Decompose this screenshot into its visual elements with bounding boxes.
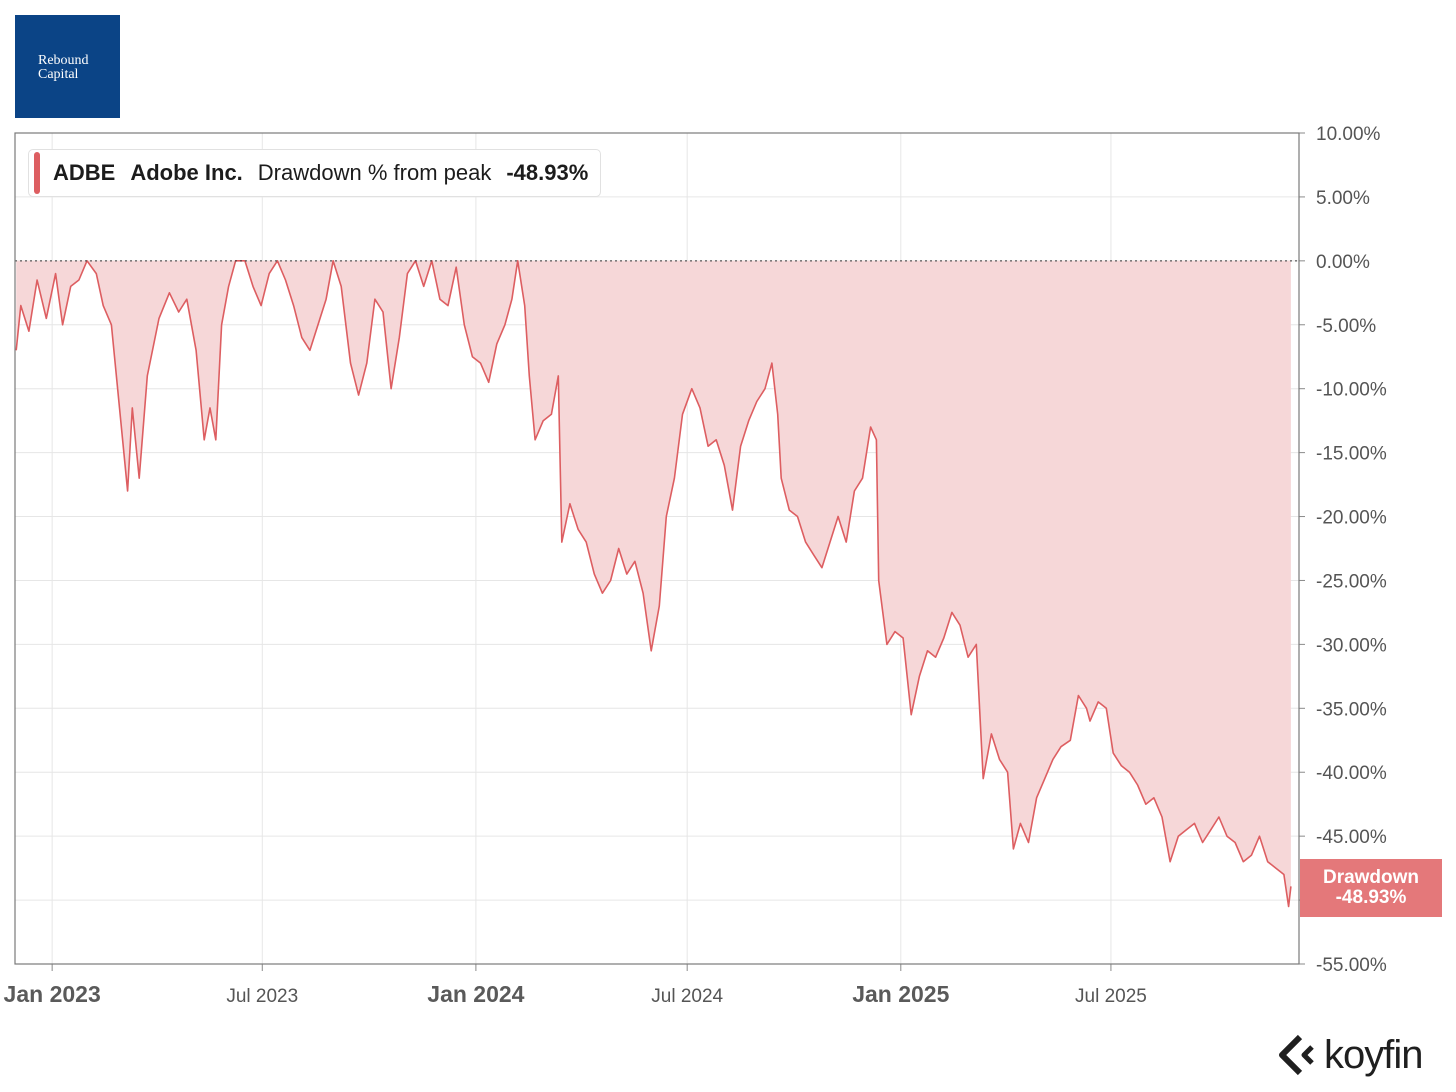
chart-legend: ADBE Adobe Inc. Drawdown % from peak -48… [28,149,602,197]
legend-ticker: ADBE [53,160,116,185]
drawdown-line [15,260,1292,908]
legend-color-swatch [34,152,40,194]
y-tick-label: -25.00% [1316,571,1387,592]
logo-line-2: Capital [38,67,79,82]
x-tick-label: Jul 2023 [226,986,298,1007]
drawdown-area [16,260,1291,907]
x-tick-label: Jul 2025 [1075,986,1147,1007]
koyfin-brand: koyfin [1276,1031,1423,1079]
legend-metric: Drawdown % from peak [257,160,492,185]
last-value-label: Drawdown -48.93% [1300,859,1442,917]
y-tick-label: -20.00% [1316,508,1387,529]
y-tick-label: -15.00% [1316,444,1387,465]
x-tick-label: Jan 2023 [4,981,101,1007]
last-value-title: Drawdown [1322,867,1420,888]
x-tick-label: Jan 2025 [852,981,949,1007]
plot-frame [14,132,1300,965]
koyfin-wordmark: koyfin [1324,1032,1423,1077]
y-tick-label: 10.00% [1316,124,1381,145]
koyfin-logo-icon [1279,1034,1314,1076]
x-tick-label: Jan 2024 [427,981,524,1007]
legend-company-name: Adobe Inc. [130,160,243,185]
y-tick-label: -40.00% [1316,763,1387,784]
y-tick-label: -35.00% [1316,699,1387,720]
y-tick-label: 5.00% [1316,188,1370,209]
x-tick-label: Jul 2024 [651,986,723,1007]
y-tick-label: -55.00% [1316,955,1387,976]
y-tick-label: -10.00% [1316,380,1387,401]
y-tick-label: -30.00% [1316,635,1387,656]
logo-line-1: Rebound [38,53,89,68]
last-value-number: -48.93% [1335,887,1407,908]
legend-value: -48.93% [506,160,589,185]
rebound-capital-logo: Rebound Capital [15,15,120,118]
y-tick-label: 0.00% [1316,252,1370,273]
y-tick-label: -5.00% [1316,316,1376,337]
y-tick-label: -45.00% [1316,827,1387,848]
